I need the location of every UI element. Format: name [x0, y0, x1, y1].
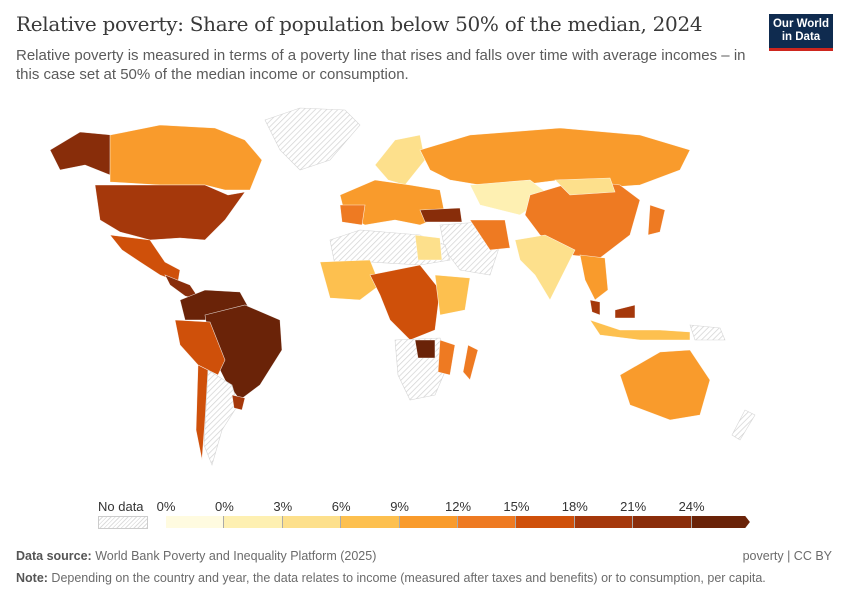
region-canada[interactable] [109, 124, 263, 191]
legend-bins [166, 516, 750, 528]
region-malaysia[interactable] [589, 299, 636, 319]
region-australia[interactable] [619, 349, 711, 421]
region-se-asia[interactable] [579, 254, 609, 301]
region-usa[interactable] [94, 184, 246, 241]
region-greenland[interactable] [264, 107, 361, 171]
logo-text-2: in Data [781, 31, 821, 43]
region-argentina[interactable] [203, 369, 239, 466]
logo-text-1: Our World [772, 18, 829, 30]
region-zimbabwe[interactable] [414, 339, 436, 359]
legend-tick-label: 24% [678, 499, 705, 514]
region-mozambique[interactable] [437, 339, 456, 376]
region-alaska[interactable] [49, 131, 113, 176]
legend-tick-label: 15% [503, 499, 530, 514]
chart-subtitle: Relative poverty is measured in terms of… [16, 47, 746, 83]
legend-tick-label: 18% [561, 499, 588, 514]
region-mexico[interactable] [109, 234, 181, 283]
region-egypt[interactable] [414, 234, 443, 261]
legend-bin[interactable] [574, 516, 634, 528]
legend-tick-label: 0% [156, 499, 176, 514]
legend-bin[interactable] [633, 516, 692, 528]
data-source-label: Data source: [16, 549, 92, 563]
region-madagascar[interactable] [462, 344, 479, 381]
legend-bin[interactable] [224, 516, 283, 528]
region-chile[interactable] [195, 364, 209, 461]
region-papua[interactable] [689, 324, 726, 341]
legend-no-data-label: No data [98, 499, 144, 514]
legend-bin[interactable] [341, 516, 400, 528]
legend-tick-label: 12% [444, 499, 472, 514]
color-legend: No data 0% 0% 3% 6% 9% 12% 15% 18% 21% 24% [96, 498, 766, 533]
region-iran[interactable] [469, 219, 511, 251]
data-source: Data source: World Bank Poverty and Ineq… [16, 549, 376, 563]
chart-title: Relative poverty: Share of population be… [16, 12, 703, 36]
legend-no-data-swatch[interactable] [98, 516, 148, 529]
region-west-africa[interactable] [319, 259, 381, 301]
legend-bin[interactable] [399, 516, 458, 528]
region-central-africa[interactable] [369, 264, 441, 341]
data-source-text[interactable]: World Bank Poverty and Inequality Platfo… [91, 549, 377, 563]
legend-tick-label: 9% [390, 499, 409, 514]
region-east-africa[interactable] [434, 274, 471, 316]
region-iberia[interactable] [339, 204, 366, 226]
region-russia[interactable] [419, 127, 691, 189]
region-turkey[interactable] [419, 207, 463, 223]
world-map[interactable] [0, 95, 850, 495]
note: Note: Depending on the country and year,… [16, 571, 766, 585]
region-indonesia[interactable] [589, 319, 691, 341]
region-mongolia[interactable] [554, 177, 616, 196]
note-label: Note: [16, 571, 48, 585]
legend-tick-label: 3% [273, 499, 293, 514]
region-new-zealand[interactable] [731, 409, 756, 441]
note-text: Depending on the country and year, the d… [47, 571, 766, 585]
license-text[interactable]: poverty | CC BY [742, 549, 832, 563]
legend-bin[interactable] [691, 516, 750, 528]
legend-tick-label: 0% [214, 499, 234, 514]
region-peru-bolivia[interactable] [174, 319, 226, 376]
region-japan[interactable] [647, 204, 666, 236]
legend-bin[interactable] [282, 516, 342, 528]
legend-bin[interactable] [166, 516, 225, 528]
region-southern-africa[interactable] [394, 337, 451, 401]
legend-bin[interactable] [457, 516, 517, 528]
legend-bin[interactable] [516, 516, 575, 528]
region-uruguay[interactable] [231, 394, 246, 411]
legend-tick-label: 6% [331, 499, 351, 514]
legend-tick-label: 21% [620, 499, 647, 514]
region-scandinavia[interactable] [374, 134, 426, 186]
region-india[interactable] [514, 234, 576, 301]
owid-logo[interactable]: Our World in Data [769, 14, 833, 51]
